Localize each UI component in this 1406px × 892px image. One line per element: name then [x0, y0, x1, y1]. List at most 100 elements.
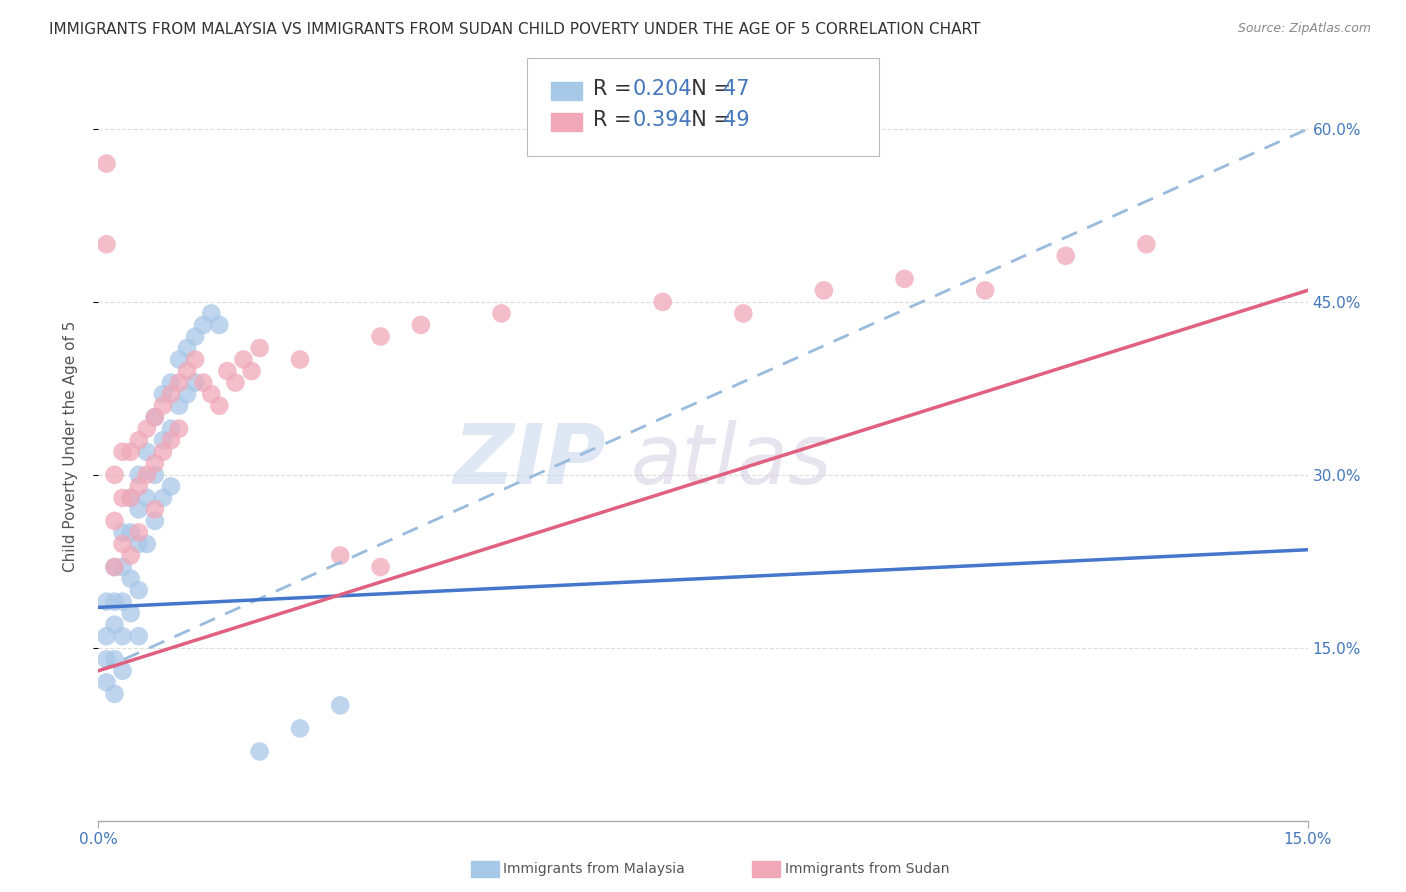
Point	[143, 410, 166, 425]
Point	[120, 444, 142, 458]
Text: Immigrants from Malaysia: Immigrants from Malaysia	[503, 862, 685, 876]
Point	[120, 549, 142, 563]
Point	[217, 364, 239, 378]
Point	[103, 687, 125, 701]
Point	[120, 572, 142, 586]
Point	[208, 318, 231, 332]
Point	[813, 284, 835, 298]
Point	[128, 629, 150, 643]
Point	[974, 284, 997, 298]
Text: IMMIGRANTS FROM MALAYSIA VS IMMIGRANTS FROM SUDAN CHILD POVERTY UNDER THE AGE OF: IMMIGRANTS FROM MALAYSIA VS IMMIGRANTS F…	[49, 22, 980, 37]
Point	[370, 329, 392, 343]
Text: N =: N =	[678, 79, 737, 99]
Point	[208, 399, 231, 413]
Text: Source: ZipAtlas.com: Source: ZipAtlas.com	[1237, 22, 1371, 36]
Text: atlas: atlas	[630, 420, 832, 501]
Point	[103, 514, 125, 528]
Point	[111, 491, 134, 505]
Point	[103, 560, 125, 574]
Y-axis label: Child Poverty Under the Age of 5: Child Poverty Under the Age of 5	[63, 320, 77, 572]
Point	[160, 376, 183, 390]
Point	[184, 376, 207, 390]
Point	[111, 594, 134, 608]
Point	[184, 329, 207, 343]
Point	[120, 525, 142, 540]
Point	[176, 387, 198, 401]
Point	[370, 560, 392, 574]
Point	[409, 318, 432, 332]
Point	[249, 744, 271, 758]
Point	[288, 722, 311, 736]
Point	[152, 444, 174, 458]
Point	[193, 376, 215, 390]
Point	[143, 467, 166, 482]
Point	[96, 629, 118, 643]
Point	[120, 491, 142, 505]
Text: Immigrants from Sudan: Immigrants from Sudan	[785, 862, 949, 876]
Text: N =: N =	[678, 111, 737, 130]
Point	[120, 491, 142, 505]
Point	[893, 272, 915, 286]
Point	[232, 352, 254, 367]
Point	[1054, 249, 1077, 263]
Point	[329, 549, 352, 563]
Point	[103, 652, 125, 666]
Point	[120, 606, 142, 620]
Point	[96, 156, 118, 170]
Point	[733, 306, 755, 320]
Point	[135, 422, 157, 436]
Point	[135, 444, 157, 458]
Point	[160, 422, 183, 436]
Point	[103, 560, 125, 574]
Point	[152, 491, 174, 505]
Point	[96, 237, 118, 252]
Point	[571, 122, 593, 136]
Point	[160, 434, 183, 448]
Point	[128, 434, 150, 448]
Text: 47: 47	[723, 79, 749, 99]
Point	[128, 583, 150, 598]
Point	[240, 364, 263, 378]
Point	[103, 594, 125, 608]
Point	[200, 306, 222, 320]
Point	[96, 652, 118, 666]
Point	[135, 537, 157, 551]
Point	[249, 341, 271, 355]
Point	[200, 387, 222, 401]
Point	[491, 306, 513, 320]
Point	[111, 560, 134, 574]
Text: 0.204: 0.204	[633, 79, 692, 99]
Text: 49: 49	[723, 111, 749, 130]
Point	[143, 410, 166, 425]
Point	[288, 352, 311, 367]
Point	[103, 467, 125, 482]
Point	[160, 387, 183, 401]
Point	[143, 514, 166, 528]
Text: 0.394: 0.394	[633, 111, 692, 130]
Point	[329, 698, 352, 713]
Point	[152, 399, 174, 413]
Point	[128, 537, 150, 551]
Point	[152, 387, 174, 401]
Text: R =: R =	[593, 79, 638, 99]
Point	[143, 502, 166, 516]
Point	[1135, 237, 1157, 252]
Point	[111, 664, 134, 678]
Point	[152, 434, 174, 448]
Point	[184, 352, 207, 367]
Point	[135, 491, 157, 505]
Point	[167, 399, 190, 413]
Point	[651, 294, 673, 309]
Point	[193, 318, 215, 332]
Text: ZIP: ZIP	[454, 420, 606, 501]
Point	[111, 537, 134, 551]
Point	[128, 479, 150, 493]
Point	[111, 525, 134, 540]
Point	[128, 467, 150, 482]
Point	[96, 594, 118, 608]
Point	[135, 467, 157, 482]
Point	[167, 422, 190, 436]
Point	[176, 364, 198, 378]
Point	[103, 617, 125, 632]
Text: R =: R =	[593, 111, 638, 130]
